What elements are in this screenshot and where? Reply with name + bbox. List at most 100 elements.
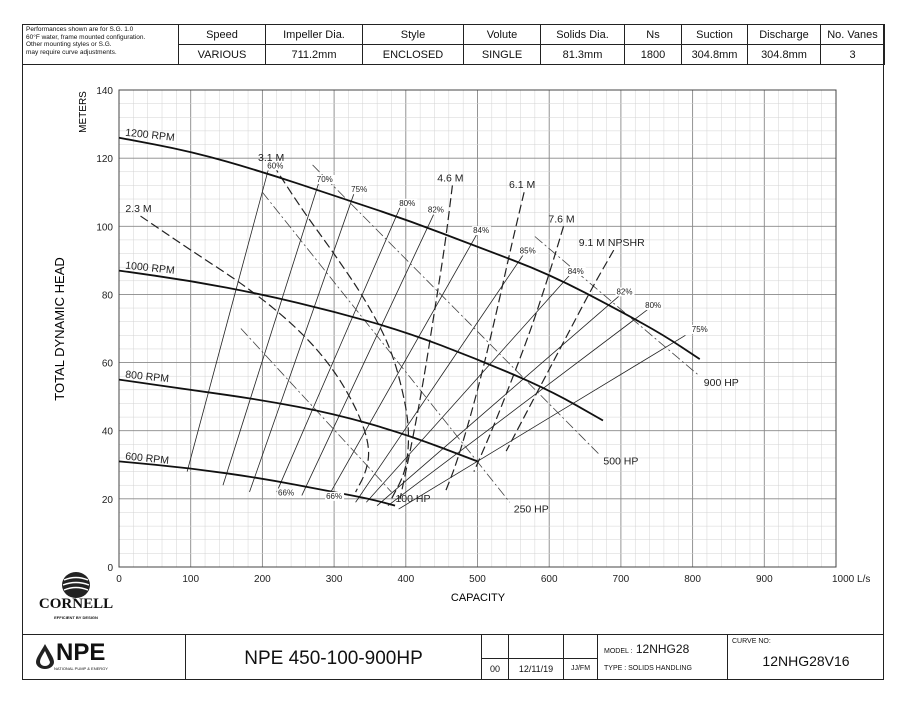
plot-border xyxy=(118,89,837,568)
efficiency-line xyxy=(326,232,478,500)
curve-label: CURVE NO: xyxy=(732,638,771,645)
efficiency-line xyxy=(366,273,572,503)
curve-number: 12NHG28V16 xyxy=(762,653,850,669)
value-discharge: 304.8mm xyxy=(747,44,821,65)
x-tick-label: 100 xyxy=(182,574,199,585)
model-value: 12NHG28 xyxy=(635,642,690,656)
speed-curve xyxy=(118,460,396,507)
model-label: MODEL : xyxy=(604,648,633,655)
efficiency-label-bg xyxy=(277,488,297,498)
cornell-logo-tagline: EFFICIENT BY DESIGN xyxy=(54,615,98,620)
npshr-curve-label: 2.3 M xyxy=(125,203,151,215)
date: 12/11/19 xyxy=(518,664,554,674)
efficiency-label: 75% xyxy=(351,185,367,194)
efficiency-label-bg xyxy=(266,161,286,171)
y-axis-units: METERS xyxy=(78,91,89,133)
initials-cell: JJ/FM xyxy=(563,635,597,680)
model-name-cell: NPE 450-100-900HP xyxy=(185,635,481,680)
y-tick-label: 100 xyxy=(96,222,113,233)
power-line-label: 250 HP xyxy=(514,503,549,515)
speed-curve-label: 1200 RPM xyxy=(125,127,176,144)
chart-grid xyxy=(118,89,837,568)
efficiency-label-bg xyxy=(690,324,710,334)
npshr-curve-label: 4.6 M xyxy=(437,172,463,184)
efficiency-label-bg xyxy=(644,301,664,311)
npshr-curve xyxy=(399,185,454,500)
type-label: TYPE : xyxy=(604,665,627,672)
npe-logo-name: NPE xyxy=(56,639,106,666)
efficiency-line xyxy=(276,202,403,493)
header-no-vanes: No. Vanes xyxy=(820,24,885,45)
efficiency-label: 66% xyxy=(326,492,342,501)
efficiency-label: 80% xyxy=(645,301,661,310)
revision-cell: 00 xyxy=(481,635,508,680)
value-suction: 304.8mm xyxy=(681,44,748,65)
efficiency-label: 66% xyxy=(278,488,294,497)
y-tick-label: 40 xyxy=(102,427,114,438)
header-suction: Suction xyxy=(681,24,748,45)
x-tick-label: 300 xyxy=(326,574,343,585)
npe-logo-tagline: NATIONAL PUMP & ENERGY xyxy=(54,666,108,671)
power-line xyxy=(534,236,701,377)
value-no-vanes: 3 xyxy=(820,44,885,65)
x-tick-label: 800 xyxy=(684,574,701,585)
type-value: SOLIDS HANDLING xyxy=(628,665,692,672)
npshr-curve xyxy=(272,164,410,500)
value-volute: SINGLE xyxy=(463,44,541,65)
efficiency-label: 70% xyxy=(317,175,333,184)
y-tick-label: 20 xyxy=(102,495,114,506)
efficiency-line xyxy=(376,294,622,506)
speed-curve-label: 600 RPM xyxy=(125,450,170,467)
npshr-curve xyxy=(505,249,615,452)
cornell-logo-name: CORNELL xyxy=(38,596,114,612)
npshr-curve-label: 6.1 M xyxy=(509,179,535,191)
speed-curve-label: 1000 RPM xyxy=(125,260,176,277)
efficiency-label: 84% xyxy=(568,267,584,276)
y-tick-label: 60 xyxy=(102,359,114,370)
efficiency-label: 60% xyxy=(267,161,283,170)
y-tick-label: 80 xyxy=(102,290,114,301)
efficiency-label-bg xyxy=(518,246,538,256)
title-block: NPE NATIONAL PUMP & ENERGY NPE 450-100-9… xyxy=(22,634,884,680)
x-tick-label: 200 xyxy=(254,574,271,585)
x-tick-label: 1000 L/s xyxy=(832,574,870,585)
cornell-globe-icon xyxy=(62,572,90,598)
chart-curves xyxy=(118,136,701,510)
npshr-curve xyxy=(140,215,370,493)
speed-curve xyxy=(118,269,604,422)
efficiency-line xyxy=(355,253,525,503)
efficiency-line xyxy=(186,164,270,472)
model-name: NPE 450-100-900HP xyxy=(244,648,423,669)
value-impeller-dia: 711.2mm xyxy=(265,44,363,65)
value-ns: 1800 xyxy=(624,44,682,65)
power-line-label: 100 HP xyxy=(395,493,430,505)
curve-number-cell: CURVE NO: 12NHG28V16 xyxy=(727,635,884,680)
y-tick-label: 140 xyxy=(96,86,113,97)
npshr-curve-label: 9.1 M NPSHR xyxy=(579,237,645,249)
efficiency-label-bg xyxy=(472,226,492,236)
x-tick-label: 700 xyxy=(613,574,630,585)
header-style: Style xyxy=(362,24,464,45)
npshr-curve-label: 3.1 M xyxy=(258,152,284,164)
npshr-curve-label: 7.6 M xyxy=(548,213,574,225)
revision: 00 xyxy=(489,664,500,674)
spec-table: Performances shown are for S.G. 1.0 60°F… xyxy=(22,24,885,65)
chart-labels: 0 100 200 300 400 500 600 700 800 900 1000 L/s 0 20 4… xyxy=(96,86,870,585)
speed-curve-label: 800 RPM xyxy=(125,369,170,386)
power-line-label: 900 HP xyxy=(704,377,739,389)
header-discharge: Discharge xyxy=(747,24,821,45)
speed-curve xyxy=(118,136,701,360)
efficiency-label-bg xyxy=(398,198,418,208)
efficiency-label: 85% xyxy=(520,247,536,256)
date-cell: 12/11/19 xyxy=(508,635,563,680)
efficiency-label: 75% xyxy=(692,325,708,334)
npshr-curve xyxy=(473,226,565,472)
x-tick-label: 400 xyxy=(397,574,414,585)
model-type-cell: MODEL : 12NHG28 TYPE : SOLIDS HANDLING xyxy=(597,635,727,680)
npe-logo: NPE NATIONAL PUMP & ENERGY xyxy=(30,639,150,675)
efficiency-label: 82% xyxy=(428,206,444,215)
y-axis-title: TOTAL DYNAMIC HEAD xyxy=(52,257,67,401)
x-tick-label: 900 xyxy=(756,574,773,585)
x-axis-title: CAPACITY xyxy=(451,592,506,604)
efficiency-label-bg xyxy=(615,287,635,297)
